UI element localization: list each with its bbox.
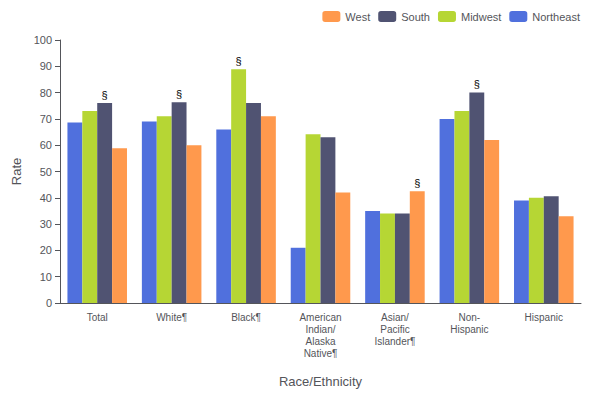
svg-text:§: §: [176, 88, 182, 100]
svg-text:90: 90: [40, 60, 52, 72]
svg-text:Rate: Rate: [9, 158, 24, 185]
svg-text:§: §: [102, 89, 108, 101]
svg-text:0: 0: [46, 297, 52, 309]
svg-text:Midwest: Midwest: [461, 11, 501, 23]
svg-text:70: 70: [40, 113, 52, 125]
svg-text:§: §: [414, 177, 420, 189]
svg-text:Islander¶: Islander¶: [374, 336, 415, 347]
svg-text:American: American: [299, 312, 341, 323]
svg-text:80: 80: [40, 87, 52, 99]
svg-text:§: §: [236, 55, 242, 67]
svg-text:Hispanic: Hispanic: [525, 312, 563, 323]
svg-text:Total: Total: [87, 312, 108, 323]
svg-text:§: §: [474, 78, 480, 90]
svg-text:West: West: [345, 11, 370, 23]
svg-text:50: 50: [40, 166, 52, 178]
svg-text:White¶: White¶: [156, 312, 187, 323]
svg-text:Northeast: Northeast: [532, 11, 580, 23]
svg-text:Alaska: Alaska: [305, 336, 335, 347]
svg-text:Native¶: Native¶: [304, 348, 338, 359]
svg-text:40: 40: [40, 192, 52, 204]
svg-text:30: 30: [40, 218, 52, 230]
svg-text:Asian/: Asian/: [381, 312, 409, 323]
svg-text:Pacific: Pacific: [380, 324, 409, 335]
svg-text:Hispanic: Hispanic: [450, 324, 488, 335]
svg-text:Black¶: Black¶: [231, 312, 261, 323]
svg-text:10: 10: [40, 271, 52, 283]
svg-text:60: 60: [40, 139, 52, 151]
svg-text:Race/Ethnicity: Race/Ethnicity: [279, 374, 363, 389]
svg-text:Non-: Non-: [459, 312, 481, 323]
svg-text:100: 100: [34, 34, 52, 46]
svg-text:Indian/: Indian/: [305, 324, 335, 335]
svg-text:South: South: [401, 11, 430, 23]
svg-text:20: 20: [40, 244, 52, 256]
